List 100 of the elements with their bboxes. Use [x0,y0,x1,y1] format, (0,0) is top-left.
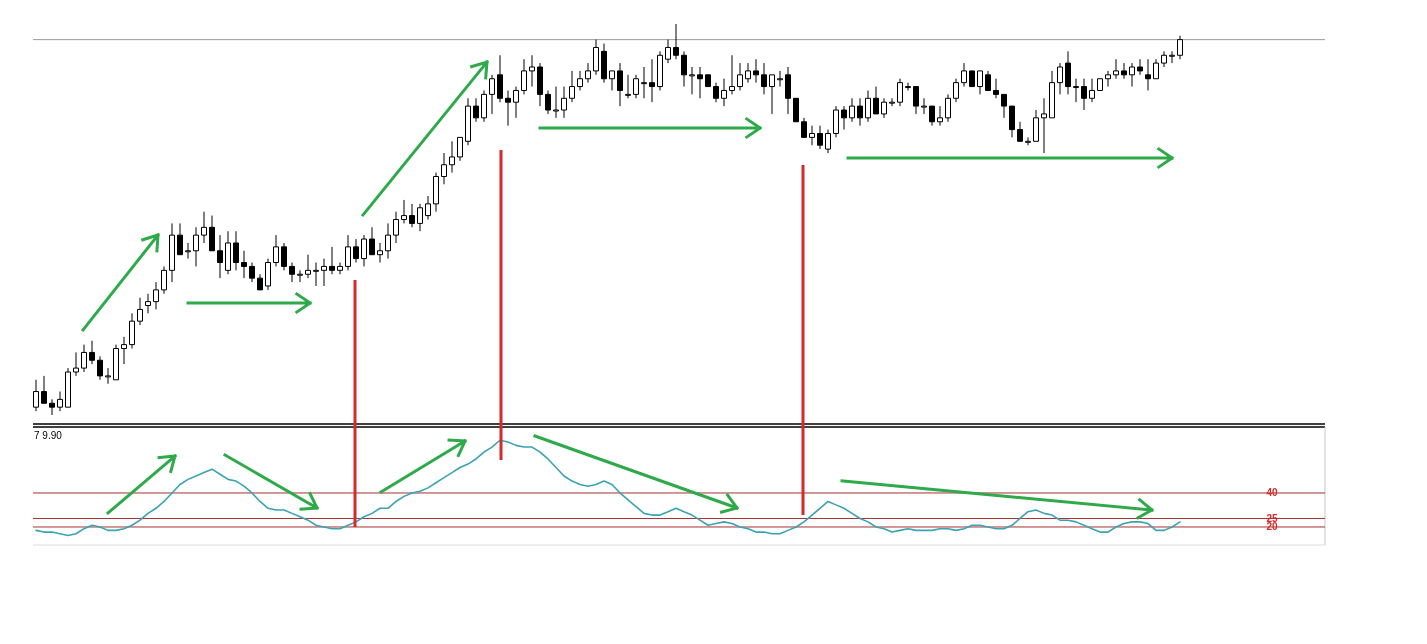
candlestick [233,230,239,271]
candlestick [1025,136,1031,146]
candlestick [737,62,743,91]
candlestick [729,54,735,95]
candlestick [1065,50,1071,95]
candlestick [849,97,855,123]
candlestick [449,140,455,174]
candlestick [345,234,351,271]
candlestick [617,62,623,107]
candlestick [873,86,879,115]
candlestick [289,262,295,283]
candlestick [529,54,535,88]
candlestick [257,273,263,291]
candlestick [953,78,959,103]
candlestick [281,242,287,271]
candlestick [249,262,255,283]
candlestick [761,62,767,95]
candlestick [505,89,511,127]
candlestick [897,78,903,107]
candlestick [265,258,271,291]
candlestick [593,39,599,76]
candlestick [1137,58,1143,76]
candlestick [1177,35,1183,60]
candlestick [985,70,991,91]
candlestick [329,246,335,275]
y-tick-label: 20 [1266,521,1278,533]
candlestick [817,125,823,150]
candlestick [305,254,311,279]
candlestick [969,70,975,88]
candlestick [33,379,39,412]
candlestick [561,86,567,119]
candlestick [857,97,863,127]
candlestick [833,105,839,138]
candlestick [1129,62,1135,88]
candlestick [657,50,663,91]
candlestick [1009,105,1015,138]
candlestick [905,82,911,91]
candlestick [1041,97,1047,154]
candlestick [1081,78,1087,111]
candlestick [665,39,671,64]
candlestick [313,262,319,287]
candlestick [1033,109,1039,142]
candlestick [169,222,175,283]
candlestick [1001,93,1007,119]
candlestick [113,344,119,381]
candlestick [225,230,231,275]
candlestick [609,70,615,91]
y-tick-label: 40 [1266,487,1278,499]
candlestick [1169,50,1175,64]
candlestick [129,312,135,350]
candlestick [121,336,127,365]
candlestick [153,281,159,310]
candlestick [497,54,503,103]
candlestick [689,66,695,95]
candlestick [217,234,223,279]
candlestick [369,226,375,256]
candlestick [705,74,711,88]
candlestick [465,97,471,146]
candlestick [1049,70,1055,119]
candlestick [697,66,703,99]
candlestick [81,344,87,373]
candlestick [777,70,783,88]
candlestick [1161,50,1167,68]
annotation: 7 9.90 [34,430,63,441]
candlestick [881,97,887,119]
candlestick [193,226,199,267]
candlestick [441,152,447,185]
candlestick [921,97,927,115]
candlestick [433,172,439,213]
candlestick [409,203,415,228]
candlestick [1105,70,1111,88]
candlestick [793,97,799,123]
candlestick [841,105,847,131]
candlestick [137,297,143,326]
candlestick [945,93,951,123]
candlestick [625,74,631,99]
candlestick [577,70,583,91]
candlestick [1097,78,1103,91]
candlestick [65,367,71,408]
candlestick [641,66,647,99]
candlestick [185,242,191,260]
candlestick [1073,78,1079,103]
candlestick [353,238,359,264]
candlestick [769,74,775,115]
candlestick [209,215,215,252]
candlestick [337,262,343,275]
candlestick [553,86,559,119]
candlestick [73,351,79,377]
candlestick [745,62,751,84]
candlestick [401,199,407,224]
candlestick [889,97,895,107]
candlestick [1153,58,1159,80]
candlestick [385,222,391,260]
candlestick [201,211,207,244]
candlestick [97,355,103,381]
candlestick [489,74,495,115]
candlestick [521,58,527,95]
line-series [35,439,1181,537]
candlestick [865,89,871,123]
candlestick [825,129,831,154]
